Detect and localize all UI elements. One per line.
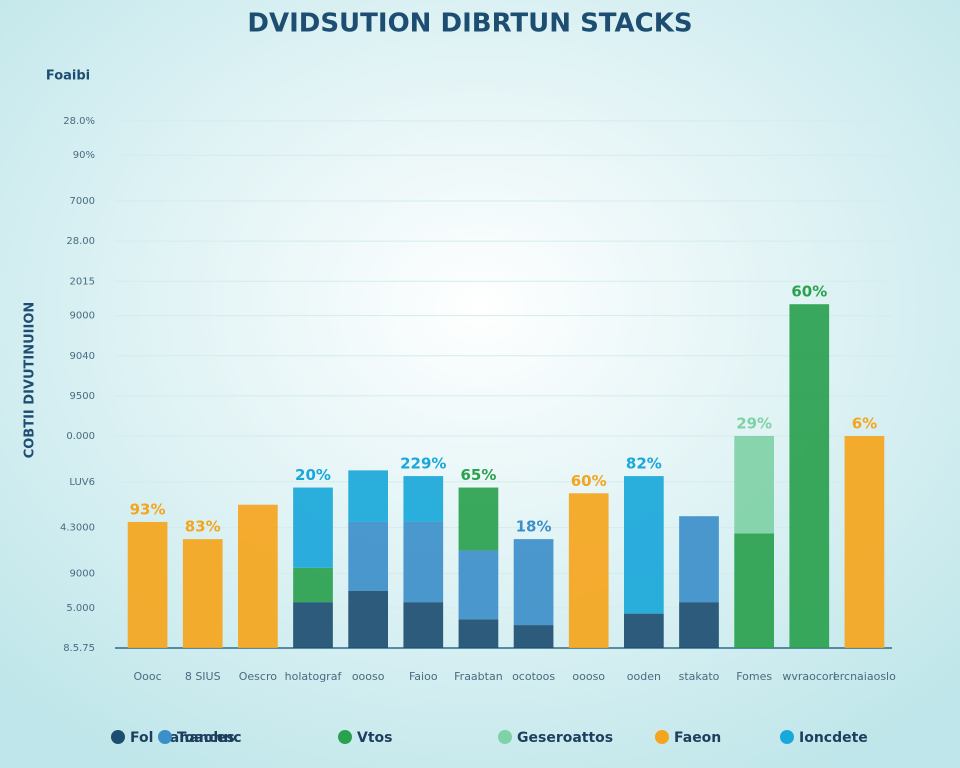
top-label: 93%: [130, 500, 166, 518]
bar-segment: [293, 487, 333, 568]
top-label: 229%: [400, 455, 446, 473]
bar-segment: [679, 602, 719, 648]
x-tick-label: Oescro: [239, 670, 277, 683]
x-tick-label: stakato: [679, 670, 720, 683]
top-label: 29%: [736, 414, 772, 432]
top-label: 20%: [295, 466, 331, 484]
y-tick-label: 28.0%: [63, 116, 95, 127]
bar-segment: [127, 521, 168, 648]
top-label: 18%: [516, 518, 552, 536]
top-label: 6%: [852, 414, 877, 432]
top-label: 82%: [626, 455, 662, 473]
bar-segment: [348, 521, 388, 591]
x-tick-label: ooden: [627, 670, 661, 683]
bar-segment: [458, 619, 499, 648]
y-side-label: COBTII DIVUTINUIION: [23, 302, 38, 459]
bar-segment: [238, 504, 278, 648]
y-tick-label: 9000: [70, 569, 95, 580]
x-tick-label: Fraabtan: [454, 670, 503, 683]
bar-segment: [568, 493, 609, 648]
bar-segment: [458, 550, 499, 620]
bar-segment: [734, 533, 774, 648]
y-tick-label: 9000: [70, 311, 95, 322]
y-tick-label: LUV6: [69, 477, 95, 488]
bar-segment: [844, 435, 885, 648]
x-tick-label: holatograf: [285, 670, 343, 683]
x-tick-label: Faioo: [409, 670, 438, 683]
bar-segment: [403, 521, 444, 603]
bar-segment: [348, 590, 388, 648]
bar-segment: [348, 470, 388, 522]
legend-label: Faeon: [674, 730, 721, 746]
legend-swatch: [780, 730, 794, 744]
y-tick-label: 5.000: [66, 603, 95, 614]
x-tick-label: oooso: [352, 670, 385, 683]
x-tick-label: wvraocorl: [782, 670, 836, 683]
x-tick-label: 8 SIUS: [185, 670, 221, 683]
legend-swatch: [655, 730, 669, 744]
bar-segment: [403, 602, 444, 648]
bar-segment: [182, 539, 223, 648]
legend-label: Fol tianances: [130, 730, 235, 746]
bar-segment: [734, 435, 774, 534]
legend-swatch: [498, 730, 512, 744]
top-label: 60%: [791, 283, 827, 301]
y-tick-label: 9500: [70, 391, 95, 402]
y-axis-label: Foaibi: [46, 69, 90, 84]
y-tick-label: 90%: [73, 150, 95, 161]
legend-label: Vtos: [357, 730, 392, 746]
bar-segment: [513, 539, 554, 626]
chart-title: DVIDSUTION DIBRTUN STACKS: [247, 9, 692, 39]
top-label: 83%: [185, 518, 221, 536]
bar-segment: [293, 602, 333, 648]
bar-segment: [789, 304, 830, 648]
x-tick-label: oooso: [572, 670, 605, 683]
x-tick-label: Fomes: [736, 670, 772, 683]
x-tick-label: ocotoos: [512, 670, 555, 683]
y-tick-label: 9040: [70, 351, 95, 362]
legend-swatch: [158, 730, 172, 744]
bar-segment: [458, 487, 499, 551]
legend-label: Geseroattos: [517, 730, 613, 746]
legend-label: Toaohnc: [177, 730, 242, 746]
bar-segment: [513, 625, 554, 648]
bar-segment: [624, 476, 664, 614]
bar-segment: [624, 613, 664, 648]
x-tick-label: ercnaiaoslo: [833, 670, 896, 683]
y-tick-label: 8.5.75: [63, 643, 95, 654]
bar-segment: [403, 476, 444, 522]
legend-label: Ioncdete: [799, 730, 868, 746]
top-label: 60%: [571, 472, 607, 490]
x-tick-label: Oooc: [133, 670, 161, 683]
y-tick-label: 28.00: [66, 236, 95, 247]
y-tick-label: 2015: [70, 276, 95, 287]
bar-segment: [679, 516, 719, 603]
top-label: 65%: [460, 466, 496, 484]
legend-swatch: [338, 730, 352, 744]
bar-segment: [293, 567, 333, 603]
y-tick-label: 0.000: [66, 431, 95, 442]
y-tick-label: 4.3000: [60, 523, 95, 534]
legend-swatch: [111, 730, 125, 744]
y-tick-label: 7000: [70, 196, 95, 207]
